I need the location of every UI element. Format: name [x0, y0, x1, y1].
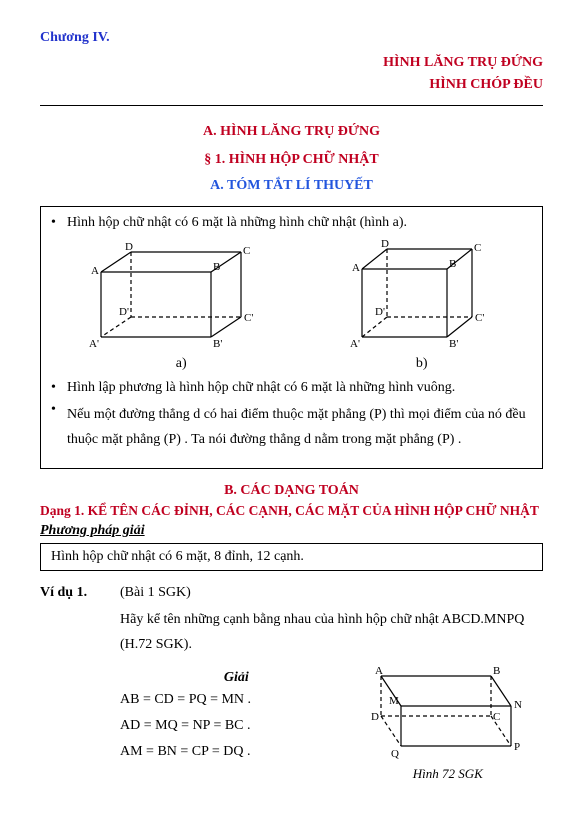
svg-text:C: C: [243, 245, 250, 257]
bullet-1-text: Hình hộp chữ nhật có 6 mặt là những hình…: [67, 215, 407, 231]
svg-text:A: A: [375, 665, 383, 677]
title-block: HÌNH LĂNG TRỤ ĐỨNG HÌNH CHÓP ĐỀU: [40, 52, 543, 97]
title-line-1: HÌNH LĂNG TRỤ ĐỨNG: [40, 52, 543, 74]
svg-text:C': C': [244, 312, 253, 324]
example-label: Ví dụ 1.: [40, 585, 120, 601]
figure-a: D C A B D' C' A' B': [81, 237, 281, 352]
phuong-phap-label: Phương pháp giải: [40, 523, 543, 539]
example-line-2: Hãy kể tên những cạnh bằng nhau của hình…: [120, 607, 543, 657]
svg-text:D: D: [125, 241, 133, 253]
giai-label: Giải: [120, 670, 353, 686]
figure-labels-row: a) b): [51, 356, 532, 372]
figure-b-label: b): [342, 356, 502, 372]
bullet-dot: •: [51, 380, 67, 396]
svg-text:C: C: [474, 242, 481, 254]
bullet-2: • Hình lập phương là hình hộp chữ nhật c…: [51, 380, 532, 396]
svg-text:Q: Q: [391, 748, 399, 760]
svg-text:A': A': [350, 338, 360, 350]
svg-text:C: C: [493, 711, 500, 723]
figure-h72-wrap: A B N P Q M D C Hình 72 SGK: [353, 664, 543, 782]
svg-text:B': B': [213, 338, 222, 350]
svg-text:D: D: [381, 238, 389, 250]
svg-text:C': C': [475, 312, 484, 324]
figure-a-label: a): [81, 356, 281, 372]
svg-text:N: N: [514, 699, 522, 711]
section-1-heading: § 1. HÌNH HỘP CHỮ NHẬT: [40, 152, 543, 168]
dang-1-heading: Dạng 1. KỂ TÊN CÁC ĐỈNH, CÁC CẠNH, CÁC M…: [40, 503, 543, 519]
figures-row: D C A B D' C' A' B': [51, 237, 532, 352]
section-a-heading: A. HÌNH LĂNG TRỤ ĐỨNG: [40, 124, 543, 140]
svg-text:B: B: [493, 665, 500, 677]
svg-text:A': A': [89, 338, 99, 350]
bullet-dot: •: [51, 215, 67, 231]
theory-box: • Hình hộp chữ nhật có 6 mặt là những hì…: [40, 206, 543, 469]
section-theory-heading: A. TÓM TẮT LÍ THUYẾT: [40, 178, 543, 194]
svg-text:A: A: [91, 265, 99, 277]
bullet-3-text: Nếu một đường thẳng d có hai điểm thuộc …: [67, 402, 532, 452]
svg-text:D': D': [375, 306, 385, 318]
method-box: Hình hộp chữ nhật có 6 mặt, 8 đỉnh, 12 c…: [40, 543, 543, 571]
section-b-heading: B. CÁC DẠNG TOÁN: [40, 483, 543, 499]
solution-row: Giải AB = CD = PQ = MN . AD = MQ = NP = …: [120, 664, 543, 782]
svg-text:D: D: [371, 711, 379, 723]
svg-text:P: P: [514, 741, 520, 753]
svg-text:D': D': [119, 306, 129, 318]
bullet-3: • Nếu một đường thẳng d có hai điểm thuộ…: [51, 402, 532, 452]
bullet-dot: •: [51, 402, 67, 452]
svg-text:B: B: [213, 261, 220, 273]
divider: [40, 105, 543, 106]
example-body: (Bài 1 SGK) Hãy kể tên những cạnh bằng n…: [120, 585, 543, 781]
eq-2: AD = MQ = NP = BC .: [120, 718, 353, 734]
figure-h72-caption: Hình 72 SGK: [353, 766, 543, 782]
example-line-1: (Bài 1 SGK): [120, 585, 543, 601]
svg-text:M: M: [389, 695, 399, 707]
figure-b: D C A B D' C' A' B': [342, 237, 502, 352]
title-line-2: HÌNH CHÓP ĐỀU: [40, 74, 543, 96]
bullet-2-text: Hình lập phương là hình hộp chữ nhật có …: [67, 380, 455, 396]
bullet-1: • Hình hộp chữ nhật có 6 mặt là những hì…: [51, 215, 532, 231]
method-text: Hình hộp chữ nhật có 6 mặt, 8 đỉnh, 12 c…: [51, 549, 304, 564]
example-1: Ví dụ 1. (Bài 1 SGK) Hãy kể tên những cạ…: [40, 585, 543, 781]
eq-1: AB = CD = PQ = MN .: [120, 692, 353, 708]
figure-h72: A B N P Q M D C: [353, 664, 523, 764]
eq-3: AM = BN = CP = DQ .: [120, 744, 353, 760]
svg-text:A: A: [352, 262, 360, 274]
equations: Giải AB = CD = PQ = MN . AD = MQ = NP = …: [120, 664, 353, 770]
chapter-label: Chương IV.: [40, 30, 543, 46]
svg-text:B': B': [449, 338, 458, 350]
svg-text:B: B: [449, 258, 456, 270]
